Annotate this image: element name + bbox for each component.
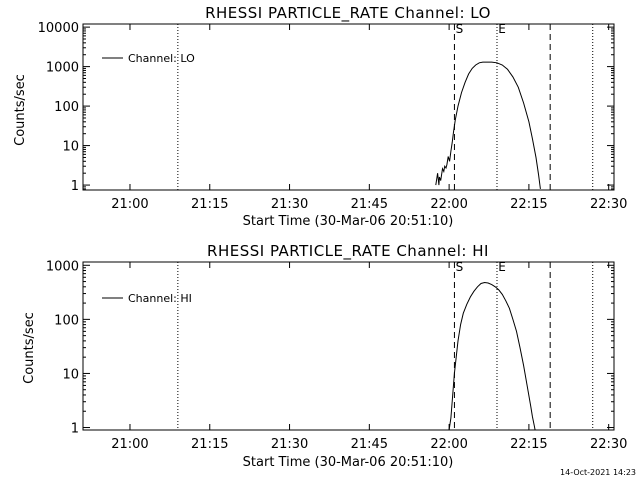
y-axis-label: Counts/sec	[13, 74, 28, 146]
event-marker-label: E	[498, 260, 506, 274]
x-tick-label: 22:15	[510, 197, 547, 212]
y-tick-label: 100	[54, 100, 79, 115]
chart-title: RHESSI PARTICLE_RATE Channel: HI	[207, 242, 489, 261]
event-marker-label: S	[456, 260, 464, 274]
x-tick-label: 21:45	[351, 197, 388, 212]
series-line-lo	[435, 61, 541, 189]
chart-title: RHESSI PARTICLE_RATE Channel: LO	[205, 4, 491, 23]
axis-ticks: 21:00 21:15 21:30 21:45 22:00 22:15 22:30 1 10 10…	[46, 259, 628, 452]
plot-frame	[82, 23, 615, 191]
x-tick-label: 21:30	[271, 197, 308, 212]
x-tick-label: 22:30	[590, 437, 627, 452]
legend-label: Channel: LO	[128, 52, 195, 65]
y-tick-label: 1000	[46, 61, 79, 76]
y-tick-label: 1	[71, 422, 79, 437]
x-tick-label: 22:00	[430, 437, 467, 452]
legend: Channel: HI	[102, 292, 192, 305]
y-tick-label: 10	[62, 367, 79, 382]
y-tick-label: 100	[54, 313, 79, 328]
x-axis-label: Start Time (30-Mar-06 20:51:10)	[243, 455, 454, 470]
x-tick-label: 22:30	[590, 197, 627, 212]
x-tick-label: 21:30	[271, 437, 308, 452]
x-axis-label: Start Time (30-Mar-06 20:51:10)	[243, 214, 454, 229]
ref-lines	[177, 262, 594, 430]
x-tick-label: 22:00	[430, 197, 467, 212]
x-tick-label: 21:15	[191, 197, 228, 212]
y-tick-label: 1	[71, 179, 79, 194]
x-tick-label: 21:45	[351, 437, 388, 452]
plot-frame	[82, 261, 615, 431]
x-tick-label: 21:00	[111, 437, 148, 452]
legend: Channel: LO	[102, 52, 195, 65]
axis-ticks: 21:00 21:15 21:30 21:45 22:00 22:15 22:30 1 10 10…	[38, 21, 628, 212]
y-tick-label: 1000	[46, 259, 79, 274]
x-tick-label: 22:15	[510, 437, 547, 452]
panel-lo: RHESSI PARTICLE_RATE Channel: LO Start T…	[13, 4, 627, 229]
series-line-hi	[448, 281, 536, 431]
y-axis-label: Counts/sec	[22, 312, 37, 384]
x-tick-label: 21:00	[111, 197, 148, 212]
x-tick-label: 21:15	[191, 437, 228, 452]
y-tick-label: 10000	[38, 21, 79, 36]
event-marker-label: E	[498, 22, 506, 36]
panel-hi: RHESSI PARTICLE_RATE Channel: HI Start T…	[22, 242, 627, 470]
ref-lines	[177, 24, 594, 190]
footer-timestamp: 14-Oct-2021 14:23	[560, 468, 636, 477]
legend-label: Channel: HI	[128, 292, 192, 305]
event-marker-label: S	[456, 22, 464, 36]
y-tick-label: 10	[62, 140, 79, 155]
